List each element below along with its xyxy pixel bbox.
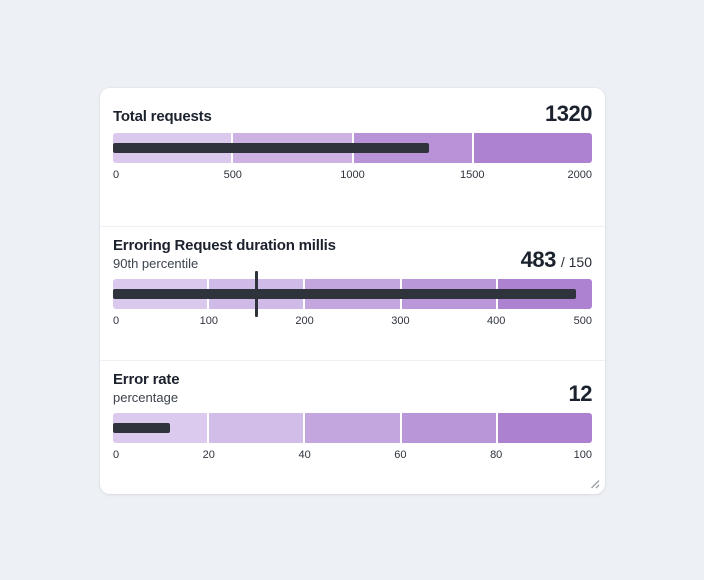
panel-header: Error rate percentage 12 [113,370,593,406]
tick-label: 500 [573,315,592,327]
bullet-band [473,133,592,163]
tick-label: 0 [113,315,120,327]
panel-divider [100,360,605,361]
panel-value: 483 [520,247,557,272]
panel-total-requests: Total requests 1320 0 500 1000 1500 2000 [100,88,605,226]
tick-label: 80 [490,449,503,461]
value-bar [113,289,576,299]
bullet-band [401,413,496,443]
bullet-chart-error-rate: 0 20 40 60 80 100 [113,413,592,462]
tick-label: 300 [391,315,410,327]
panel-value: 12 [568,381,593,406]
tick-label: 0 [113,449,120,461]
panel-header: Total requests 1320 [113,102,592,126]
panel-value: 1320 [545,101,592,126]
bullet-band [209,413,304,443]
axis-ticks: 0 20 40 60 80 100 [113,448,592,462]
tick-label: 500 [223,169,242,181]
panel-title: Erroring Request duration millis [113,237,336,254]
bullet-strip [113,133,592,163]
bullet-band [305,413,400,443]
bullet-band [497,413,592,443]
bullet-bands [113,413,592,443]
tick-label: 1500 [460,169,485,181]
value-bar [113,143,430,153]
tick-label: 400 [487,315,506,327]
tick-label: 2000 [567,169,592,181]
panel-title: Total requests [113,108,212,125]
panel-erroring-request-duration: Erroring Request duration millis 90th pe… [100,227,605,360]
bullet-chart-total-requests: 0 500 1000 1500 2000 [113,133,592,182]
panel-title: Error rate [113,371,180,388]
bullet-strip [113,413,592,443]
panel-target-value: / 150 [560,254,592,270]
panel-error-rate: Error rate percentage 12 0 20 40 60 80 100 [100,361,605,494]
tick-label: 200 [295,315,314,327]
value-bar [113,423,171,433]
tick-label: 100 [199,315,218,327]
target-marker [255,271,259,317]
panel-subtitle: percentage [113,390,179,405]
panel-subtitle: 90th percentile [113,256,199,271]
tick-label: 20 [202,449,215,461]
bullet-strip [113,271,592,317]
axis-ticks: 0 500 1000 1500 2000 [113,168,592,182]
dashboard-card: Total requests 1320 0 500 1000 1500 2000 Err… [100,88,605,494]
tick-label: 0 [113,169,120,181]
resize-grip-icon[interactable] [589,478,600,489]
panel-divider [100,226,605,227]
tick-label: 60 [394,449,407,461]
tick-label: 1000 [340,169,365,181]
bullet-chart-erroring-request-duration: 0 100 200 300 400 500 [113,271,592,328]
axis-ticks: 0 100 200 300 400 500 [113,314,592,328]
tick-label: 100 [573,449,592,461]
tick-label: 40 [298,449,311,461]
panel-header: Erroring Request duration millis 90th pe… [113,236,592,272]
